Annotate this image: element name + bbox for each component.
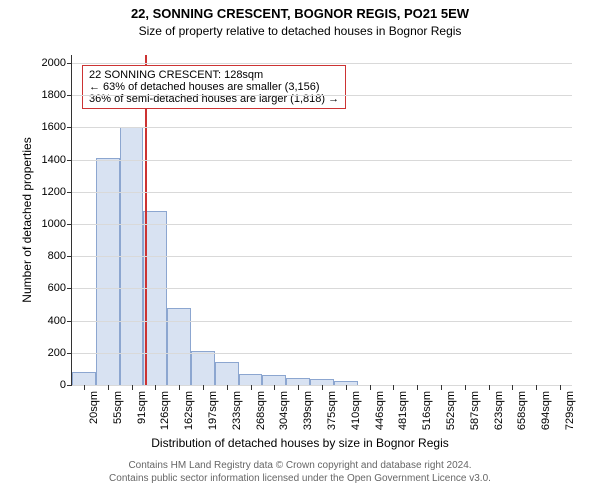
y-tick-label: 0 — [60, 379, 66, 391]
y-tick-label: 800 — [48, 250, 66, 262]
gridline — [72, 256, 572, 257]
x-tick-mark — [274, 385, 275, 390]
callout-line: 22 SONNING CRESCENT: 128sqm — [89, 69, 339, 81]
x-tick-label: 446sqm — [374, 391, 386, 430]
x-tick-label: 410sqm — [350, 391, 362, 430]
x-tick-label: 91sqm — [136, 391, 148, 424]
histogram-bar — [286, 378, 310, 385]
y-tick-mark — [67, 224, 72, 225]
x-tick-mark — [536, 385, 537, 390]
x-tick-label: 623sqm — [493, 391, 505, 430]
x-tick-mark — [132, 385, 133, 390]
x-tick-label: 552sqm — [445, 391, 457, 430]
histogram-bar — [215, 362, 239, 385]
y-tick-mark — [67, 353, 72, 354]
y-tick-label: 1600 — [42, 121, 66, 133]
x-tick-mark — [489, 385, 490, 390]
x-tick-mark — [227, 385, 228, 390]
x-tick-mark — [393, 385, 394, 390]
gridline — [72, 95, 572, 96]
x-tick-label: 126sqm — [159, 391, 171, 430]
gridline — [72, 63, 572, 64]
x-tick-mark — [441, 385, 442, 390]
y-tick-mark — [67, 288, 72, 289]
x-tick-mark — [251, 385, 252, 390]
callout-line: ← 63% of detached houses are smaller (3,… — [89, 81, 339, 93]
y-tick-mark — [67, 192, 72, 193]
y-tick-label: 400 — [48, 315, 66, 327]
x-tick-mark — [346, 385, 347, 390]
x-tick-label: 268sqm — [255, 391, 267, 430]
x-tick-mark — [512, 385, 513, 390]
x-tick-label: 658sqm — [516, 391, 528, 430]
y-tick-mark — [67, 127, 72, 128]
x-tick-mark — [322, 385, 323, 390]
x-tick-mark — [155, 385, 156, 390]
x-tick-mark — [298, 385, 299, 390]
x-tick-label: 375sqm — [326, 391, 338, 430]
y-tick-label: 2000 — [42, 57, 66, 69]
gridline — [72, 160, 572, 161]
x-tick-label: 516sqm — [421, 391, 433, 430]
chart-container: 22, SONNING CRESCENT, BOGNOR REGIS, PO21… — [0, 0, 600, 500]
x-tick-mark — [370, 385, 371, 390]
histogram-bar — [239, 374, 263, 385]
y-axis-title: Number of detached properties — [20, 137, 34, 302]
x-tick-label: 233sqm — [231, 391, 243, 430]
x-tick-mark — [108, 385, 109, 390]
histogram-bar — [143, 211, 167, 385]
histogram-bar — [262, 375, 286, 385]
x-tick-mark — [417, 385, 418, 390]
footer-line: Contains public sector information licen… — [0, 473, 600, 486]
footer-line: Contains HM Land Registry data © Crown c… — [0, 460, 600, 473]
x-axis-title: Distribution of detached houses by size … — [0, 436, 600, 450]
histogram-bar — [72, 372, 96, 385]
gridline — [72, 224, 572, 225]
chart-subtitle: Size of property relative to detached ho… — [0, 24, 600, 38]
gridline — [72, 288, 572, 289]
y-tick-mark — [67, 321, 72, 322]
x-tick-mark — [179, 385, 180, 390]
x-tick-label: 162sqm — [183, 391, 195, 430]
y-tick-label: 200 — [48, 347, 66, 359]
y-tick-mark — [67, 385, 72, 386]
x-tick-mark — [465, 385, 466, 390]
x-tick-label: 587sqm — [469, 391, 481, 430]
callout-box: 22 SONNING CRESCENT: 128sqm← 63% of deta… — [82, 65, 346, 109]
x-tick-mark — [560, 385, 561, 390]
x-tick-label: 481sqm — [397, 391, 409, 430]
x-tick-label: 304sqm — [278, 391, 290, 430]
x-tick-label: 55sqm — [112, 391, 124, 424]
chart-title: 22, SONNING CRESCENT, BOGNOR REGIS, PO21… — [0, 6, 600, 21]
plot-area: 22 SONNING CRESCENT: 128sqm← 63% of deta… — [71, 55, 572, 386]
gridline — [72, 127, 572, 128]
y-tick-mark — [67, 160, 72, 161]
y-tick-label: 1400 — [42, 154, 66, 166]
y-tick-label: 600 — [48, 282, 66, 294]
histogram-bar — [191, 351, 215, 385]
x-tick-label: 197sqm — [207, 391, 219, 430]
footer-attribution: Contains HM Land Registry data © Crown c… — [0, 460, 600, 485]
y-tick-label: 1200 — [42, 186, 66, 198]
gridline — [72, 192, 572, 193]
y-tick-label: 1800 — [42, 89, 66, 101]
y-tick-label: 1000 — [42, 218, 66, 230]
y-tick-mark — [67, 256, 72, 257]
x-tick-label: 729sqm — [564, 391, 576, 430]
x-tick-label: 339sqm — [302, 391, 314, 430]
x-tick-mark — [203, 385, 204, 390]
y-tick-mark — [67, 63, 72, 64]
x-tick-label: 694sqm — [540, 391, 552, 430]
histogram-bar — [167, 308, 191, 385]
x-tick-label: 20sqm — [88, 391, 100, 424]
gridline — [72, 353, 572, 354]
gridline — [72, 321, 572, 322]
x-tick-mark — [84, 385, 85, 390]
y-tick-mark — [67, 95, 72, 96]
